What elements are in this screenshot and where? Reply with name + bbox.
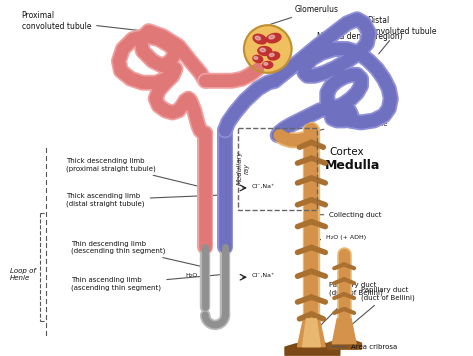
Text: Papillary duct
(duct of Bellini): Papillary duct (duct of Bellini) (319, 282, 383, 327)
Circle shape (244, 25, 291, 73)
Polygon shape (298, 319, 325, 347)
Ellipse shape (258, 47, 272, 56)
Text: Collecting duct: Collecting duct (314, 212, 382, 218)
Text: Proximal
convoluted tubule: Proximal convoluted tubule (22, 11, 160, 33)
Text: Cortex: Cortex (329, 147, 364, 157)
Text: Glomerulus: Glomerulus (271, 5, 339, 24)
Text: Medullary
ray: Medullary ray (236, 151, 249, 185)
Text: Thin ascending limb
(ascending thin segment): Thin ascending limb (ascending thin segm… (71, 274, 222, 291)
Ellipse shape (253, 55, 263, 63)
Text: Cl⁻,Na⁺: Cl⁻,Na⁺ (252, 183, 275, 188)
Text: Area cribrosa: Area cribrosa (332, 344, 397, 350)
Text: Distal
convoluted tubule: Distal convoluted tubule (367, 16, 437, 54)
Ellipse shape (260, 48, 265, 52)
Text: Macula densa (region): Macula densa (region) (297, 32, 403, 68)
Text: H₂O (+ ADH): H₂O (+ ADH) (326, 235, 367, 240)
Ellipse shape (264, 63, 268, 65)
Text: Thick ascending limb
(distal straight tubule): Thick ascending limb (distal straight tu… (66, 193, 222, 206)
Text: Thick descending limb
(proximal straight tubule): Thick descending limb (proximal straight… (66, 158, 202, 187)
Text: Cl⁻,Na⁺: Cl⁻,Na⁺ (252, 273, 275, 278)
Ellipse shape (266, 33, 281, 43)
Text: Loop of
Henle: Loop of Henle (10, 268, 35, 281)
Ellipse shape (269, 35, 275, 39)
Text: Thin descending limb
(descending thin segment): Thin descending limb (descending thin se… (71, 241, 202, 267)
Polygon shape (302, 319, 320, 347)
Ellipse shape (254, 57, 258, 59)
Ellipse shape (269, 53, 274, 57)
Ellipse shape (253, 34, 266, 44)
Ellipse shape (263, 62, 273, 68)
Text: Papillary duct
(duct of Bellini): Papillary duct (duct of Bellini) (351, 287, 415, 325)
Ellipse shape (255, 36, 261, 40)
Bar (238, 129, 317, 210)
Ellipse shape (268, 52, 280, 60)
Text: Cortical
collecting tubule: Cortical collecting tubule (302, 114, 388, 135)
Text: Medulla: Medulla (325, 159, 381, 172)
Polygon shape (332, 319, 356, 344)
Text: H₂O: H₂O (185, 273, 197, 278)
